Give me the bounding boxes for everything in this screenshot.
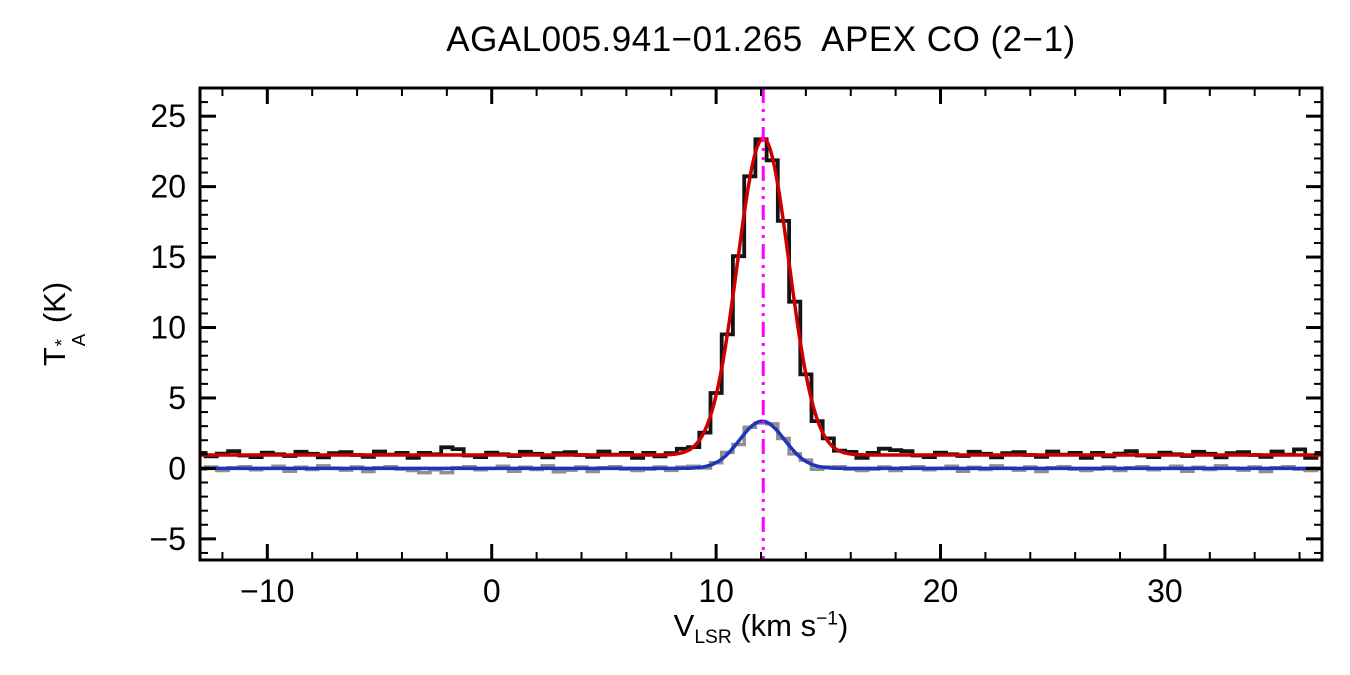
x-major-ticks — [265, 88, 1167, 560]
y-tick-label: 25 — [150, 98, 186, 134]
x-label-sub: LSR — [694, 627, 732, 649]
y-axis-label: T * A (K) — [36, 281, 89, 367]
gaussian-fit-red — [200, 136, 1322, 457]
gaussian-fit-blue — [200, 419, 1322, 471]
y-tick-label: 0 — [168, 450, 186, 486]
spectrum-gray — [200, 421, 1322, 475]
x-axis-label: VLSR (km s−1) — [200, 608, 1322, 649]
plot-title: AGAL005.941−01.265 APEX CO (2−1) — [446, 20, 1076, 59]
y-tick-label: 5 — [168, 380, 186, 416]
y-tick-label: 20 — [150, 169, 186, 205]
y-major-ticks — [200, 114, 1322, 541]
y-label-unit: (K) — [36, 281, 72, 332]
x-label-mid: (km s — [731, 608, 817, 643]
y-tick-label: 15 — [150, 239, 186, 275]
y-label-sub: A — [67, 333, 89, 347]
x-tick-labels: −10 0 10 20 30 — [240, 573, 1183, 609]
x-tick-label: 30 — [1147, 573, 1183, 609]
y-tick-label: 10 — [150, 310, 186, 346]
x-tick-label: 0 — [483, 573, 501, 609]
x-tick-label: 20 — [923, 573, 959, 609]
spectrum-black — [200, 137, 1322, 460]
x-tick-label: 10 — [698, 573, 734, 609]
y-label-supsub: * A — [51, 333, 89, 347]
y-tick-label: −5 — [150, 521, 186, 557]
x-tick-label: −10 — [240, 573, 294, 609]
y-label-symbol: T — [36, 347, 72, 367]
axis-frame — [198, 86, 1324, 562]
x-label-end: ) — [838, 608, 849, 643]
x-label-symbol: V — [673, 608, 695, 643]
y-minor-ticks — [200, 87, 1322, 554]
y-tick-labels: −5 0 5 10 15 20 25 — [150, 98, 186, 557]
x-label-sup: −1 — [816, 608, 838, 630]
x-minor-ticks — [221, 88, 1301, 560]
